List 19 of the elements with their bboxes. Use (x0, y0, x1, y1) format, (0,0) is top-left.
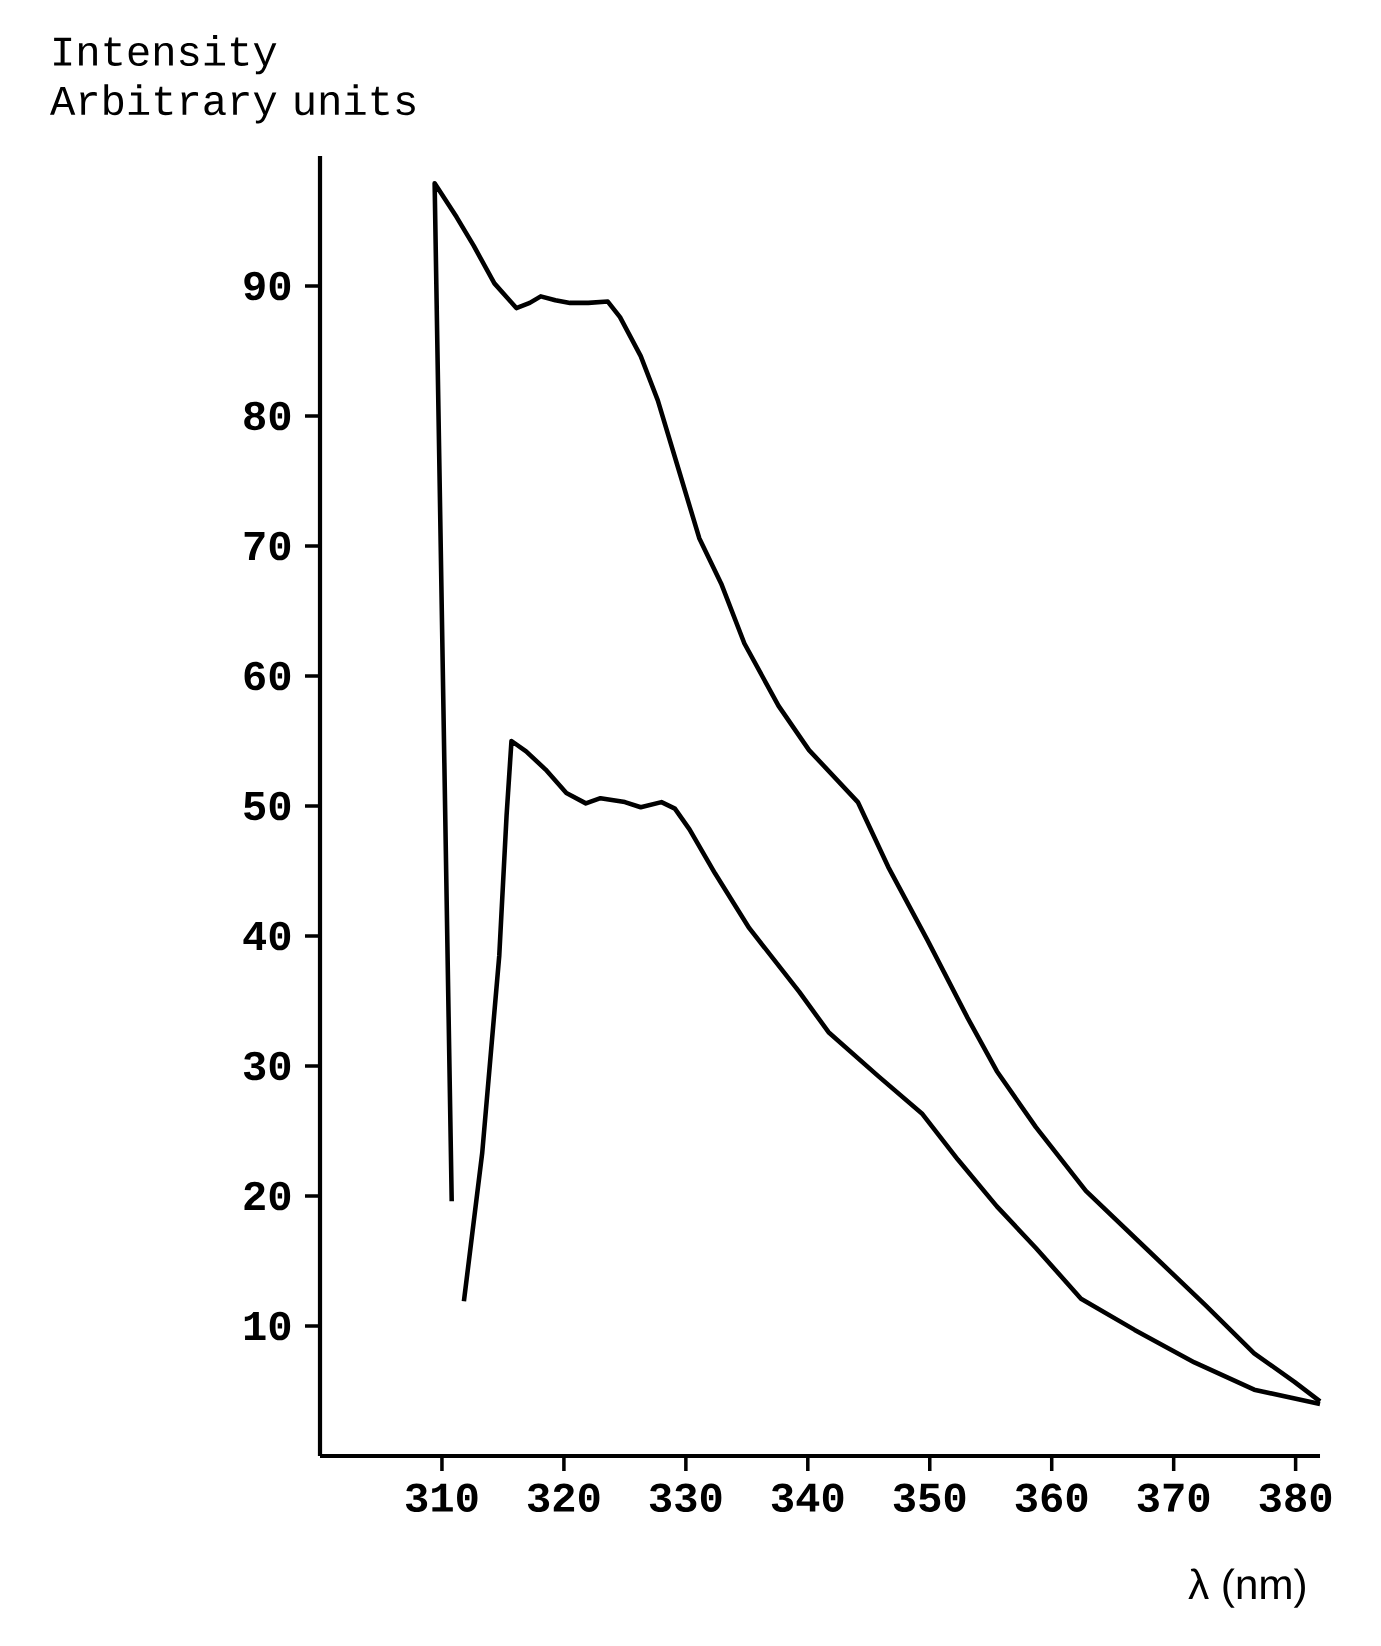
x-tick-label: 340 (771, 1483, 844, 1513)
y-tick-label: 80 (244, 401, 291, 431)
x-tick-label: 330 (649, 1483, 722, 1513)
y-tick-label: 60 (244, 661, 291, 691)
y-tick-label: 30 (243, 1051, 291, 1081)
y-tick-label: 90 (244, 271, 291, 301)
x-tick-label: 370 (1137, 1483, 1210, 1513)
y-tick-label: 10 (244, 1311, 291, 1341)
x-tick-label: 380 (1259, 1483, 1332, 1513)
x-tick-label: 320 (527, 1483, 600, 1513)
y-axis-title: Intensity Arbitrary units (50, 35, 415, 124)
x-tick-label: 360 (1015, 1483, 1088, 1513)
x-tick-label: 350 (893, 1483, 966, 1513)
x-axis-title: λ (nm) (1188, 1568, 1305, 1608)
y-tick-label: 70 (244, 531, 291, 561)
y-tick-label: 20 (244, 1181, 291, 1211)
y-tick-label: 40 (243, 921, 291, 951)
y-tick-label: 50 (244, 791, 291, 821)
x-tick-label: 310 (405, 1483, 478, 1513)
